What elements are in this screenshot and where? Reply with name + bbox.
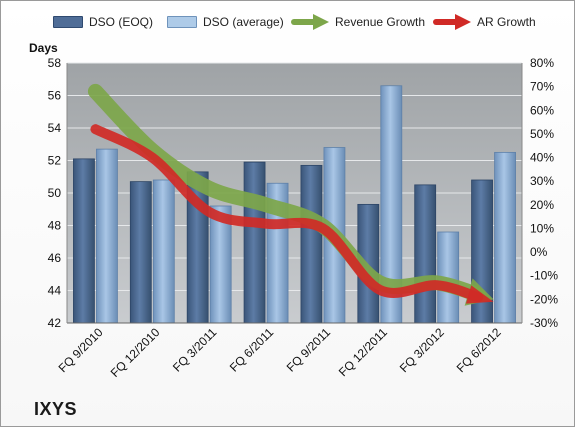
x-tick-label: FQ 9/2010 <box>56 325 106 375</box>
company-name: IXYS <box>34 399 78 419</box>
bar-dso-average <box>494 151 516 324</box>
y-tick-label: 48 <box>48 219 62 233</box>
bar-dso-eoq <box>300 164 323 324</box>
bar-dso-eoq <box>129 181 152 324</box>
legend: DSO (EOQ) DSO (average) Revenue Growth A… <box>1 11 574 33</box>
legend-swatch-dso-average <box>167 16 197 28</box>
y-tick-label: 44 <box>48 284 62 298</box>
y2-tick-label: 30% <box>530 174 554 188</box>
y2-tick-label: -10% <box>530 269 558 283</box>
x-tick-label: FQ 9/2011 <box>284 325 334 375</box>
y-tick-label: 56 <box>48 89 62 103</box>
x-tick-label: FQ 3/2012 <box>397 325 447 375</box>
y-tick-label: 42 <box>48 316 62 330</box>
legend-item-dso-average: DSO (average) <box>167 11 284 33</box>
bar-dso-eoq <box>73 158 95 324</box>
y2-tick-label: 70% <box>530 80 554 94</box>
y2-tick-label: -20% <box>530 292 558 306</box>
legend-label-dso-eoq: DSO (EOQ) <box>89 15 154 29</box>
bar-dso-average <box>96 148 118 324</box>
y-tick-label: 54 <box>48 121 62 135</box>
bar-dso-eoq <box>414 184 437 324</box>
bar-dso-eoq <box>243 161 266 324</box>
y2-tick-label: 40% <box>530 151 554 165</box>
x-tick-label: FQ 12/2011 <box>336 325 390 379</box>
legend-label-ar-growth: AR Growth <box>477 15 536 29</box>
x-tick-label: FQ 3/2011 <box>170 325 220 375</box>
legend-label-dso-average: DSO (average) <box>203 15 284 29</box>
y2-tick-label: 0% <box>530 245 548 259</box>
y2-tick-label: 60% <box>530 103 554 117</box>
bar-dso-average <box>152 179 175 324</box>
ar-growth-arrowhead <box>465 285 494 304</box>
y-axis-title: Days <box>29 41 58 55</box>
x-tick-label: FQ 12/2010 <box>108 325 163 380</box>
legend-item-dso-eoq: DSO (EOQ) <box>53 11 153 33</box>
legend-arrow-green-icon <box>291 14 329 30</box>
x-tick-label: FQ 6/2011 <box>227 325 277 375</box>
x-tick-label: FQ 6/2012 <box>454 325 504 375</box>
legend-item-ar-growth: AR Growth <box>433 11 536 33</box>
legend-arrow-red-icon <box>433 14 471 30</box>
y2-tick-label: 50% <box>530 127 554 141</box>
y2-tick-label: -30% <box>530 316 558 330</box>
legend-label-revenue-growth: Revenue Growth <box>335 15 426 29</box>
legend-swatch-dso-eoq <box>53 16 83 28</box>
y2-tick-label: 80% <box>530 56 554 70</box>
y2-tick-label: 10% <box>530 221 554 235</box>
y-tick-label: 52 <box>48 154 62 168</box>
y2-tick-label: 20% <box>530 198 554 212</box>
ar-growth-line <box>90 124 484 303</box>
y-tick-label: 58 <box>48 56 62 70</box>
legend-item-revenue-growth: Revenue Growth <box>291 11 425 33</box>
y-tick-label: 46 <box>48 251 62 265</box>
y-tick-label: 50 <box>48 186 62 200</box>
